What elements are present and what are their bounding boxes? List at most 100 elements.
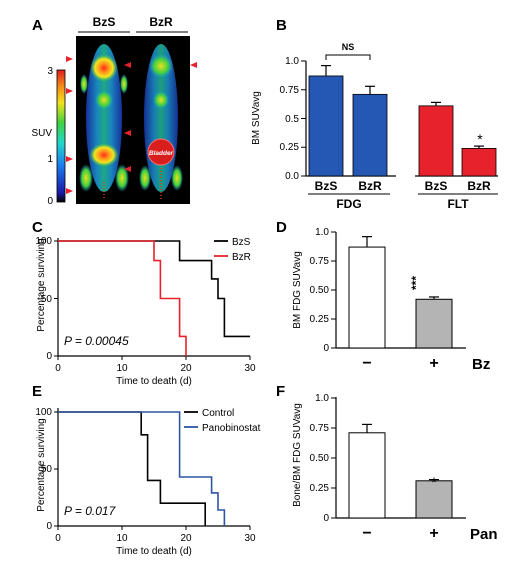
f-y-tick-025: 0.25 bbox=[310, 483, 330, 494]
e-x-tick-30: 30 bbox=[244, 533, 256, 544]
b-bar-fdg-bzs bbox=[308, 75, 344, 177]
c-curve-bzs bbox=[58, 240, 250, 338]
panel-letter-e: E bbox=[32, 383, 42, 400]
e-y-tick-100: 100 bbox=[35, 407, 52, 418]
c-y-axis-label: Percentage surviving bbox=[36, 238, 47, 331]
e-y-tick-50: 50 bbox=[41, 464, 53, 475]
b-category-fdg-bzs: BzS bbox=[315, 179, 338, 193]
c-legend-bzr: BzR bbox=[232, 252, 251, 263]
f-factor-label: Pan bbox=[470, 526, 498, 543]
e-legend-control: Control bbox=[202, 408, 234, 419]
d-bar-plus bbox=[415, 298, 453, 349]
f-y-tick-050: 0.50 bbox=[310, 453, 330, 464]
d-category-plus: + bbox=[429, 355, 438, 372]
d-category-minus: − bbox=[362, 355, 371, 372]
d-bars bbox=[348, 236, 453, 349]
b-category-flt-bzs: BzS bbox=[425, 179, 448, 193]
colorbar-tick-1: 1 bbox=[47, 154, 53, 165]
panel-letter-c: C bbox=[32, 219, 43, 236]
e-pvalue: P = 0.017 bbox=[64, 504, 117, 518]
ns-bracket bbox=[325, 54, 371, 60]
b-group-label-fdg: FDG bbox=[336, 197, 361, 211]
group-label-bzs: BzS bbox=[93, 15, 116, 29]
colorbar-label: SUV bbox=[31, 128, 52, 139]
arrows-right bbox=[190, 62, 197, 68]
c-ticks bbox=[54, 240, 251, 360]
b-bar-flt-bzr bbox=[461, 147, 497, 177]
b-y-ticks bbox=[301, 60, 306, 177]
b-y-tick-05: 0.5 bbox=[285, 114, 299, 125]
f-y-axis-label: Bone/BM FDG SUVavg bbox=[292, 403, 303, 507]
b-category-flt-bzr: BzR bbox=[467, 179, 491, 193]
d-factor-label: Bz bbox=[472, 356, 490, 373]
d-y-tick-050: 0.50 bbox=[310, 285, 330, 296]
e-y-axis-label: Percentage surviving bbox=[36, 418, 47, 511]
d-bar-minus bbox=[348, 246, 386, 349]
c-x-tick-20: 20 bbox=[180, 363, 192, 374]
d-y-axis-label: BM FDG SUVavg bbox=[292, 251, 303, 329]
e-x-axis-label: Time to death (d) bbox=[116, 546, 192, 557]
panel-f: F Bone/BM FDG SUVavg 0 0.25 0.50 0.75 1.… bbox=[276, 383, 498, 543]
panel-e: E Percentage surviving 0 50 100 0 10 20 … bbox=[32, 383, 261, 557]
c-y-tick-0: 0 bbox=[46, 351, 52, 362]
c-pvalue: P = 0.00045 bbox=[64, 334, 129, 348]
group-label-bzr: BzR bbox=[149, 15, 173, 29]
e-curve-panobinostat bbox=[58, 411, 226, 526]
c-x-axis-label: Time to death (d) bbox=[116, 376, 192, 387]
c-x-tick-10: 10 bbox=[116, 363, 128, 374]
colorbar bbox=[56, 69, 66, 203]
pet-image-bzr bbox=[139, 44, 183, 200]
c-x-tick-0: 0 bbox=[55, 363, 61, 374]
e-x-tick-20: 20 bbox=[180, 533, 192, 544]
panel-letter-f: F bbox=[276, 383, 285, 400]
f-y-ticks bbox=[331, 397, 336, 519]
c-x-tick-30: 30 bbox=[244, 363, 256, 374]
b-bar-fdg-bzr bbox=[352, 93, 388, 177]
c-y-tick-50: 50 bbox=[41, 294, 53, 305]
c-survival-curves bbox=[58, 240, 250, 356]
d-y-tick-075: 0.75 bbox=[310, 256, 330, 267]
e-curve-control bbox=[58, 411, 206, 526]
arrows-left bbox=[66, 56, 73, 194]
panel-letter-d: D bbox=[276, 219, 287, 236]
b-y-tick-0: 0.0 bbox=[285, 171, 299, 182]
f-category-minus: − bbox=[362, 525, 371, 542]
d-y-tick-0: 0 bbox=[323, 343, 329, 354]
f-significance: * bbox=[431, 474, 437, 490]
panel-d: D BM FDG SUVavg 0 0.25 0.50 0.75 1.0 ***… bbox=[276, 219, 490, 373]
panel-a: A BzS BzR Bladder bbox=[31, 15, 197, 207]
b-y-tick-075: 0.75 bbox=[280, 85, 300, 96]
b-y-tick-1: 1.0 bbox=[285, 56, 299, 67]
f-bar-minus bbox=[348, 432, 386, 519]
e-y-tick-0: 0 bbox=[46, 521, 52, 532]
c-y-tick-100: 100 bbox=[35, 236, 52, 247]
f-y-tick-075: 0.75 bbox=[310, 423, 330, 434]
b-bar-flt-bzs bbox=[418, 105, 454, 177]
e-ticks bbox=[54, 411, 251, 530]
panel-letter-b: B bbox=[276, 17, 287, 34]
panel-letter-a: A bbox=[32, 17, 43, 34]
e-survival-curves bbox=[58, 411, 226, 526]
pet-image-bzs bbox=[79, 44, 129, 200]
f-y-tick-1: 1.0 bbox=[315, 393, 329, 404]
b-y-tick-025: 0.25 bbox=[280, 142, 300, 153]
d-y-tick-025: 0.25 bbox=[310, 314, 330, 325]
arrows-middle bbox=[124, 62, 131, 172]
b-y-axis-label: BM SUVavg bbox=[251, 91, 262, 145]
b-significance: * bbox=[477, 131, 483, 147]
bladder-label: Bladder bbox=[149, 150, 174, 157]
b-bars bbox=[308, 64, 497, 177]
b-category-fdg-bzr: BzR bbox=[358, 179, 382, 193]
d-y-tick-1: 1.0 bbox=[315, 227, 329, 238]
e-x-tick-0: 0 bbox=[55, 533, 61, 544]
d-significance: *** bbox=[409, 276, 423, 290]
ns-label: NS bbox=[342, 42, 355, 52]
d-y-ticks bbox=[331, 231, 336, 349]
f-bars bbox=[348, 423, 453, 519]
c-legend-bzs: BzS bbox=[232, 237, 251, 248]
colorbar-tick-3: 3 bbox=[47, 66, 53, 77]
b-group-label-flt: FLT bbox=[447, 197, 469, 211]
e-x-tick-10: 10 bbox=[116, 533, 128, 544]
f-y-tick-0: 0 bbox=[323, 513, 329, 524]
